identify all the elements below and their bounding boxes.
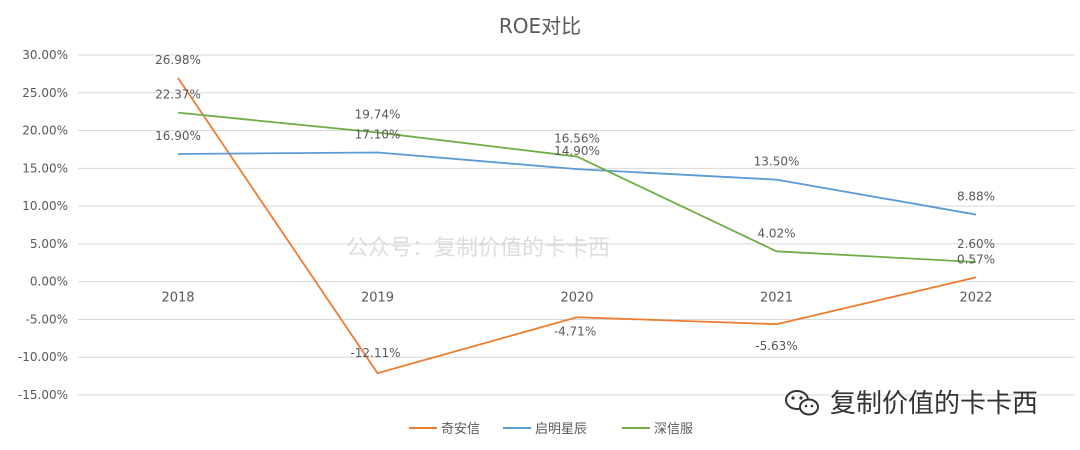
y-axis-ticks: 30.00% 25.00% 20.00% 15.00% 10.00% 5.00% 0.00%… xyxy=(18,48,68,402)
data-label: 17.10% xyxy=(355,127,401,141)
legend-label: 奇安信 xyxy=(441,421,480,437)
y-tick-label: -10.00% xyxy=(18,350,68,364)
brand-mark: 复制价值的卡卡西 xyxy=(785,389,1038,419)
y-tick-label: 0.00% xyxy=(30,275,68,289)
x-tick-label: 2022 xyxy=(959,291,992,306)
data-label: 19.74% xyxy=(355,108,401,122)
data-label: 26.98% xyxy=(155,53,201,67)
data-label: -4.71% xyxy=(554,324,596,338)
series-line-3 xyxy=(177,111,977,263)
y-tick-label: 5.00% xyxy=(30,237,68,251)
data-labels: 26.98% -12.11% -4.71% -5.63% 0.57% 16.90% 17.1… xyxy=(155,53,995,360)
y-tick-label: 15.00% xyxy=(22,161,68,175)
chart-title: ROE对比 xyxy=(499,14,581,38)
data-label: 14.90% xyxy=(554,144,600,158)
data-label: 2.60% xyxy=(957,237,995,251)
data-label: -5.63% xyxy=(755,339,797,353)
x-axis-ticks: 2018 2019 2020 2021 2022 xyxy=(161,291,992,306)
wechat-icon xyxy=(785,390,819,416)
y-tick-label: 10.00% xyxy=(22,199,68,213)
series-lines xyxy=(177,77,977,375)
data-label: 8.88% xyxy=(957,190,995,204)
series-line-2 xyxy=(177,151,977,216)
data-label: 16.90% xyxy=(155,129,201,143)
x-tick-label: 2019 xyxy=(361,291,394,306)
brand-text: 复制价值的卡卡西 xyxy=(830,389,1038,419)
y-tick-label: 20.00% xyxy=(22,124,68,138)
legend-label: 启明星辰 xyxy=(535,422,587,437)
legend: 奇安信 启明星辰 深信服 xyxy=(409,421,693,437)
data-label: 0.57% xyxy=(957,252,995,266)
y-tick-label: 25.00% xyxy=(22,86,68,100)
y-tick-label: 30.00% xyxy=(22,48,68,62)
x-tick-label: 2021 xyxy=(760,291,793,306)
data-label: -12.11% xyxy=(350,346,400,360)
data-label: 13.50% xyxy=(754,155,800,169)
gridlines xyxy=(78,54,1075,396)
data-label: 22.37% xyxy=(155,88,201,102)
x-tick-label: 2018 xyxy=(161,291,194,306)
watermark-text: 公众号：复制价值的卡卡西 xyxy=(346,236,610,261)
legend-label: 深信服 xyxy=(654,422,693,437)
data-label: 16.56% xyxy=(554,132,600,146)
y-tick-label: -5.00% xyxy=(26,312,68,326)
x-tick-label: 2020 xyxy=(560,291,593,306)
data-label: 4.02% xyxy=(757,226,795,240)
series-line-1 xyxy=(177,77,977,375)
y-tick-label: -15.00% xyxy=(18,388,68,402)
